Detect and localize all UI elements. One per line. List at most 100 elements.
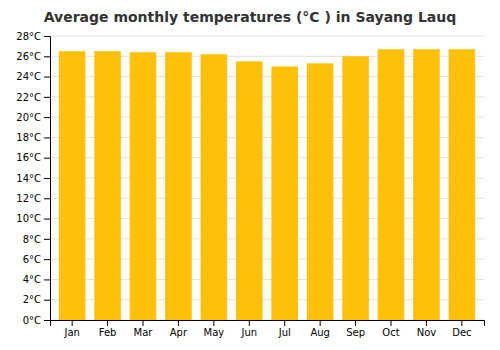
x-tick: Feb [99, 320, 117, 338]
tick-label: 14°C [16, 173, 41, 184]
tick-label: 24°C [16, 71, 41, 82]
x-tick: Jan [63, 320, 79, 338]
tick-mark [107, 320, 108, 326]
tick-mark [44, 239, 50, 240]
bar [59, 51, 86, 320]
tick-label: 0°C [23, 315, 41, 326]
tick-mark [213, 320, 214, 326]
y-tick: 26°C [16, 51, 50, 62]
tick-label: 28°C [16, 31, 41, 42]
y-tick: 4°C [23, 274, 50, 285]
tick-mark [249, 320, 250, 326]
tick-mark [461, 320, 462, 326]
grid [50, 36, 484, 320]
tick-mark [284, 320, 285, 326]
tick-mark [44, 137, 50, 138]
bar [94, 51, 121, 320]
tick-label: Sep [346, 327, 365, 338]
tick-mark [44, 279, 50, 280]
tick-label: May [204, 327, 225, 338]
x-tick: Aug [310, 320, 330, 338]
tick-label: Feb [99, 327, 117, 338]
tick-mark [391, 320, 392, 326]
tick-label: Jun [240, 327, 257, 338]
tick-label: Aug [310, 327, 330, 338]
tick-mark [178, 320, 179, 326]
tick-label: 2°C [23, 294, 41, 305]
tick-mark [44, 158, 50, 159]
tick-label: 6°C [23, 254, 41, 265]
bar [201, 54, 228, 320]
tick-label: 26°C [16, 51, 41, 62]
axis-line [44, 37, 51, 321]
y-tick: 22°C [16, 92, 50, 103]
tick-mark [355, 320, 356, 326]
bars [59, 49, 475, 320]
tick-label: 22°C [16, 92, 41, 103]
bar [271, 66, 298, 320]
tick-mark [44, 259, 50, 260]
x-tick: Nov [417, 320, 437, 338]
tick-mark [44, 36, 50, 37]
tick-mark [44, 97, 50, 98]
tick-mark [44, 320, 50, 321]
tick-mark [44, 117, 50, 118]
x-tick: Sep [346, 320, 365, 338]
bar [307, 63, 334, 320]
tick-mark [44, 219, 50, 220]
bar [449, 49, 476, 320]
tick-mark [44, 300, 50, 301]
tick-mark [44, 56, 50, 57]
y-tick: 20°C [16, 112, 50, 123]
plot-area: 0°C 2°C 4°C 6°C 8°C 10°C 12°C 14°C 16°C 18°C 20°C 2… [16, 31, 484, 338]
y-tick: 6°C [23, 254, 50, 265]
x-tick: Apr [170, 320, 188, 338]
y-tick: 10°C [16, 213, 50, 224]
tick-label: Apr [170, 327, 188, 338]
tick-mark [44, 178, 50, 179]
tick-mark [72, 320, 73, 326]
grid-line [50, 36, 484, 37]
tick-label: 8°C [23, 234, 41, 245]
tick-label: 10°C [16, 213, 41, 224]
tick-mark [320, 320, 321, 326]
tick-label: 18°C [16, 132, 41, 143]
x-tick: Dec [452, 320, 471, 338]
chart: 0°C 2°C 4°C 6°C 8°C 10°C 12°C 14°C 16°C 18°C 20°C 2… [0, 0, 500, 350]
tick-label: Jan [63, 327, 79, 338]
tick-mark [44, 77, 50, 78]
tick-label: 12°C [16, 193, 41, 204]
title: Average monthly temperatures (°C ) in Sa… [44, 9, 457, 25]
bar [130, 52, 157, 320]
y-tick: 12°C [16, 193, 50, 204]
x-tick: May [204, 320, 225, 338]
y-tick: 8°C [23, 234, 50, 245]
bar [342, 56, 369, 320]
y-tick: 24°C [16, 71, 50, 82]
x-axis: Jan Feb Mar Apr May Jun Jul Aug Sep Oct Nov Dec [51, 320, 485, 338]
axis-line [51, 321, 485, 327]
y-tick: 28°C [16, 31, 50, 42]
tick-mark [426, 320, 427, 326]
x-tick: Oct [382, 320, 399, 338]
tick-label: 20°C [16, 112, 41, 123]
tick-label: 4°C [23, 274, 41, 285]
bar [413, 49, 440, 320]
x-tick: Mar [134, 320, 154, 338]
bar [236, 61, 263, 320]
tick-label: 16°C [16, 152, 41, 163]
tick-mark [143, 320, 144, 326]
y-axis: 0°C 2°C 4°C 6°C 8°C 10°C 12°C 14°C 16°C 18°C 20°C 2… [16, 31, 50, 326]
tick-label: Mar [134, 327, 154, 338]
bar [165, 52, 192, 320]
x-tick: Jul [278, 320, 291, 338]
tick-label: Oct [382, 327, 399, 338]
bar [378, 49, 405, 320]
y-tick: 0°C [23, 315, 50, 326]
y-tick: 16°C [16, 152, 50, 163]
y-tick: 18°C [16, 132, 50, 143]
tick-label: Dec [452, 327, 471, 338]
tick-label: Jul [278, 327, 291, 338]
tick-label: Nov [417, 327, 437, 338]
y-tick: 14°C [16, 173, 50, 184]
